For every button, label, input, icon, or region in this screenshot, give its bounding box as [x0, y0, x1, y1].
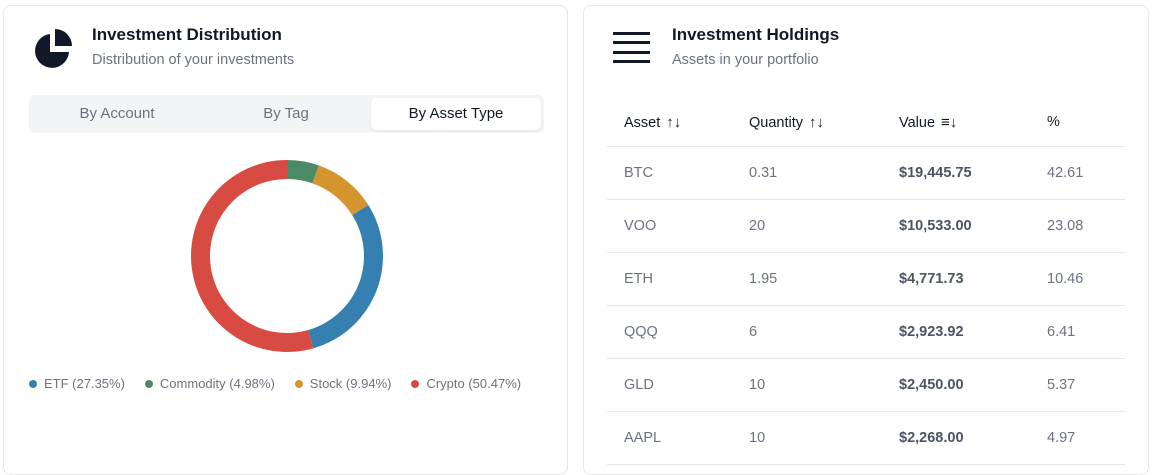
table-row[interactable]: GLD 10 $2,450.00 5.37 — [607, 358, 1125, 412]
legend-label: Crypto (50.47%) — [426, 376, 522, 391]
card-subtitle: Assets in your portfolio — [672, 52, 819, 68]
cell-quantity: 10 — [732, 358, 882, 412]
cell-percent: 42.61 — [1030, 146, 1125, 200]
cell-quantity: 6 — [732, 305, 882, 359]
legend-item-stock[interactable]: Stock (9.94%) — [294, 376, 392, 391]
sort-desc-icon[interactable]: ≡↓ — [941, 113, 958, 131]
cell-value: $10,533.00 — [882, 199, 1030, 253]
cell-asset: BTC — [607, 146, 732, 200]
donut-chart — [191, 160, 383, 352]
cell-percent: 6.41 — [1030, 305, 1125, 359]
table-row[interactable]: QQQ 6 $2,923.92 6.41 — [607, 305, 1125, 359]
slice-crypto[interactable] — [191, 160, 314, 352]
slice-stock[interactable] — [312, 165, 369, 216]
legend-item-commodity[interactable]: Commodity (4.98%) — [144, 376, 275, 391]
table-row[interactable]: AAPL 10 $2,268.00 4.97 — [607, 411, 1125, 465]
investment-distribution-card: Investment Distribution Distribution of … — [3, 5, 568, 475]
legend-dot — [29, 379, 37, 388]
cell-asset: GLD — [607, 358, 732, 412]
column-header-percent: % — [1030, 99, 1125, 147]
cell-percent: 5.37 — [1030, 358, 1125, 412]
cell-asset: AAPL — [607, 411, 732, 465]
table-row[interactable]: VOO 20 $10,533.00 23.08 — [607, 199, 1125, 253]
cell-quantity: 20 — [732, 199, 882, 253]
table-row[interactable]: BTC 0.31 $19,445.75 42.61 — [607, 146, 1125, 200]
cell-value: $2,268.00 — [882, 411, 1030, 465]
holdings-table: Asset ↑↓ Quantity ↑↓ Value ≡↓ % BTC 0.31 $19,… — [607, 99, 1125, 465]
cell-quantity: 10 — [732, 411, 882, 465]
tab-by-asset-type[interactable]: By Asset Type — [371, 98, 541, 130]
menu-icon — [613, 32, 650, 63]
cell-value: $19,445.75 — [882, 146, 1030, 200]
slice-commodity[interactable] — [287, 160, 319, 184]
legend-dot — [144, 379, 153, 388]
tab-by-account[interactable]: By Account — [79, 105, 155, 122]
cell-percent: 23.08 — [1030, 199, 1125, 253]
column-header-value[interactable]: Value ≡↓ — [882, 99, 1030, 147]
investment-holdings-card: Investment Holdings Assets in your portf… — [583, 5, 1149, 475]
cell-asset: VOO — [607, 199, 732, 253]
slice-etf[interactable] — [308, 205, 383, 349]
sort-icon[interactable]: ↑↓ — [666, 113, 682, 131]
tab-by-tag[interactable]: By Tag — [263, 105, 309, 122]
sort-icon[interactable]: ↑↓ — [809, 113, 824, 131]
legend-item-crypto[interactable]: Crypto (50.47%) — [411, 376, 521, 391]
cell-quantity: 0.31 — [732, 146, 882, 200]
chart-legend: ETF (27.35%) Commodity (4.98%) Stock (9.94… — [29, 376, 521, 391]
column-header-asset[interactable]: Asset ↑↓ — [607, 99, 732, 147]
cell-asset: QQQ — [607, 305, 732, 359]
cell-asset: ETH — [607, 252, 732, 306]
legend-label: Commodity (4.98%) — [159, 376, 275, 391]
legend-item-etf[interactable]: ETF (27.35%) — [29, 376, 125, 391]
cell-value: $2,923.92 — [882, 305, 1030, 359]
cell-percent: 10.46 — [1030, 252, 1125, 306]
pie-chart-icon — [35, 29, 72, 68]
cell-value: $4,771.73 — [882, 252, 1030, 306]
cell-quantity: 1.95 — [732, 252, 882, 306]
card-title: Investment Holdings — [672, 25, 840, 44]
cell-value: $2,450.00 — [882, 358, 1030, 412]
table-row[interactable]: ETH 1.95 $4,771.73 10.46 — [607, 252, 1125, 306]
column-header-quantity[interactable]: Quantity ↑↓ — [732, 99, 882, 147]
legend-label: Stock (9.94%) — [309, 376, 392, 391]
card-subtitle: Distribution of your investments — [92, 52, 295, 68]
cell-percent: 4.97 — [1030, 411, 1125, 465]
legend-dot — [294, 379, 303, 388]
card-title: Investment Distribution — [92, 25, 282, 44]
distribution-tabs: By Account By Tag By Asset Type — [29, 95, 544, 133]
legend-label: ETF (27.35%) — [44, 376, 125, 391]
legend-dot — [411, 379, 420, 388]
